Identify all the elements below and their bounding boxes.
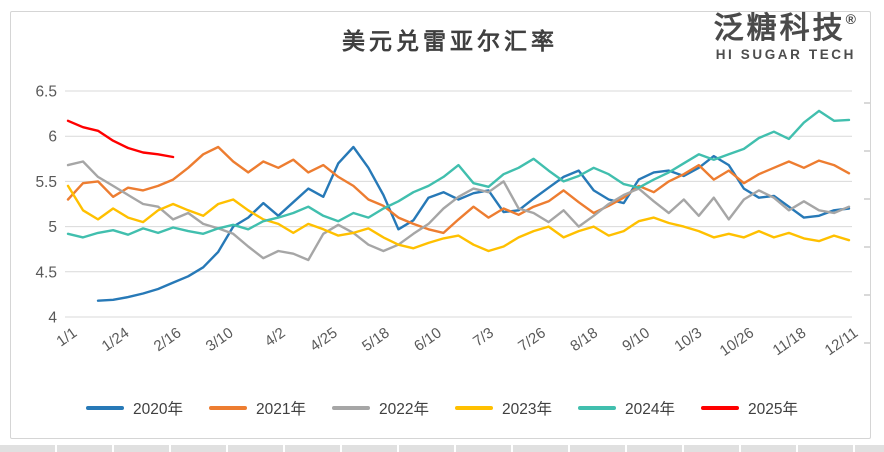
x-axis-tick-label: 8/18	[567, 324, 601, 355]
legend-label: 2022年	[379, 401, 429, 418]
x-axis-tick-label: 7/26	[515, 324, 549, 355]
logo-en-text: HI SUGAR TECH	[715, 47, 856, 62]
y-axis-tick-label: 5	[48, 219, 57, 236]
y-axis-tick-label: 4	[48, 310, 57, 327]
logo-cn-row: 泛糖科技®	[714, 12, 856, 44]
logo-cn-text: 泛糖科技	[713, 12, 846, 45]
series-line-2021年	[66, 145, 851, 235]
y-axis-tick-label: 6.5	[35, 84, 57, 101]
legend-label: 2025年	[747, 401, 798, 418]
x-axis-tick-label: 1/24	[99, 324, 133, 355]
y-axis-tick-label: 5.5	[35, 174, 57, 191]
x-axis-tick-label: 9/10	[619, 324, 653, 355]
legend-label: 2020年	[133, 401, 184, 418]
legend-item-2023年: 2023年	[455, 397, 552, 419]
chart-card	[10, 11, 871, 439]
legend-item-2021年: 2021年	[209, 397, 306, 419]
x-axis-tick-label: 2/16	[151, 324, 185, 355]
x-axis-tick-label: 10/3	[671, 324, 705, 355]
series-line-2024年	[66, 109, 851, 239]
legend-item-2022年: 2022年	[332, 397, 429, 419]
company-logo: 泛糖科技® HI SUGAR TECH	[714, 12, 856, 62]
y-axis-tick-label: 6	[48, 129, 57, 146]
x-axis-tick-label: 3/10	[203, 324, 237, 355]
x-axis-tick-label: 6/10	[411, 324, 445, 355]
series-line-2020年	[96, 145, 851, 302]
x-axis-tick-label: 10/26	[717, 324, 758, 359]
legend-line-swatch	[209, 406, 248, 410]
x-axis-tick-label: 7/3	[470, 324, 497, 350]
legend-item-2025年: 2025年	[700, 397, 798, 419]
legend-line-swatch	[577, 406, 616, 410]
legend-item-2024年: 2024年	[577, 397, 675, 419]
y-axis-tick-label: 4.5	[35, 264, 57, 281]
series-line-2025年	[66, 119, 175, 159]
x-axis-tick-label: 11/18	[770, 324, 810, 359]
legend-label: 2021年	[256, 401, 307, 418]
legend-label: 2024年	[624, 401, 675, 418]
series-line-2022年	[66, 160, 851, 262]
cropped-table-row-fragment	[0, 445, 884, 452]
legend-line-swatch	[455, 406, 493, 410]
legend-line-swatch	[700, 406, 739, 410]
x-axis-tick-label: 4/25	[307, 324, 341, 355]
x-axis-tick-label: 5/18	[359, 324, 393, 355]
legend-line-swatch	[332, 406, 371, 410]
x-axis-tick-label: 1/1	[53, 324, 80, 350]
series-line-2023年	[66, 184, 851, 253]
chart-title: 美元兑雷亚尔汇率	[342, 28, 558, 55]
legend-label: 2023年	[502, 401, 552, 418]
legend-line-swatch	[86, 406, 125, 410]
registered-trademark-icon: ®	[845, 11, 856, 27]
x-axis-tick-label: 12/11	[822, 324, 862, 359]
x-axis-tick-label: 4/2	[262, 324, 289, 350]
legend-item-2020年: 2020年	[86, 397, 183, 419]
chart-legend: 2020年 2021年 2022年 2023年 2024年 2025年	[0, 397, 884, 419]
